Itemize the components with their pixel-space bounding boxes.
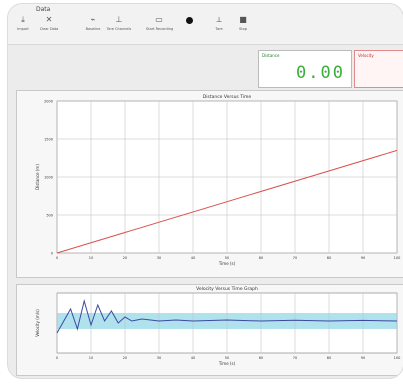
tare-button[interactable]: ⟂ Tare (215, 15, 223, 31)
tare-icon: ⊥ (115, 15, 123, 24)
y-tick-label: 0 (51, 252, 53, 256)
x-tick-label: 20 (123, 256, 127, 260)
x-tick-label: 80 (327, 356, 331, 360)
start-recording-button[interactable]: ▭ Start Recording (146, 15, 174, 31)
series-line (56, 149, 398, 254)
distance-chart[interactable]: 0 10 20 30 40 50 60 70 80 90 1000500100015002000Di… (17, 91, 403, 277)
readouts: Distance 0.00 Velocity (258, 50, 403, 88)
x-tick-label: 0 (56, 256, 58, 260)
tare-small-icon: ⟂ (216, 15, 222, 24)
baseline-icon: ⌁ (90, 15, 96, 24)
x-tick-label: 100 (394, 256, 401, 260)
menu-title[interactable]: Data (36, 6, 51, 13)
x-axis-label: Time (s) (218, 261, 236, 266)
chart-title: Distance Versus Time (203, 94, 252, 100)
y-axis-label: Distance (m) (35, 164, 40, 190)
app-window: Data ⤓ Import ✕ Clear Data ⌁ Baseline ⊥ … (8, 4, 403, 378)
velocity-chart-panel: 0 10 20 30 40 50 60 70 80 90 100 Velocity Versus Ti… (16, 284, 403, 376)
clear-icon: ✕ (45, 15, 53, 24)
clear-data-button[interactable]: ✕ Clear Data (39, 15, 59, 31)
x-tick-label: 30 (157, 256, 161, 260)
stop-button[interactable]: ■ Stop (239, 15, 247, 31)
import-button[interactable]: ⤓ Import (17, 15, 29, 31)
y-tick-label: 500 (46, 214, 53, 218)
chart-title: Velocity Versus Time Graph (196, 286, 258, 292)
import-icon: ⤓ (21, 15, 25, 24)
stop-icon: ■ (239, 15, 247, 24)
record-icon (185, 17, 193, 24)
y-tick-label: 1500 (44, 138, 53, 142)
x-tick-label: 30 (157, 356, 161, 360)
x-tick-label: 60 (259, 256, 263, 260)
x-tick-label: 60 (259, 356, 263, 360)
meter-label: Distance (262, 53, 280, 58)
y-tick-label: 1000 (44, 176, 53, 180)
x-tick-label: 10 (89, 356, 93, 360)
x-tick-label: 20 (123, 356, 127, 360)
x-tick-label: 70 (293, 356, 297, 360)
chart-icon: ▭ (155, 15, 163, 24)
x-tick-label: 90 (361, 256, 365, 260)
series-line (56, 299, 398, 334)
distance-chart-panel: 0 10 20 30 40 50 60 70 80 90 100 0 500 1000 1500 2000 Di… (16, 90, 403, 278)
x-tick-label: 100 (394, 356, 401, 360)
meter-value: 0.00 (296, 63, 345, 83)
distance-meter: Distance 0.00 (258, 50, 352, 88)
velocity-meter: Velocity (354, 50, 403, 88)
x-axis-label: Time (s) (218, 361, 236, 366)
velocity-chart[interactable]: 0 10 20 30 40 50 60 70 80 90 100 Velocity Versus Ti… (17, 285, 403, 375)
x-tick-label: 80 (327, 256, 331, 260)
y-tick-label: 2000 (44, 100, 53, 104)
toolbar: Data ⤓ Import ✕ Clear Data ⌁ Baseline ⊥ … (8, 4, 403, 45)
record-button[interactable] (176, 15, 202, 39)
x-tick-label: 0 (56, 356, 58, 360)
y-axis-label: Velocity (m/s) (35, 309, 40, 337)
meter-label: Velocity (358, 53, 374, 58)
tare-channels-button[interactable]: ⊥ Tare Channels (106, 15, 132, 31)
x-tick-label: 70 (293, 256, 297, 260)
x-tick-label: 40 (191, 256, 195, 260)
baseline-button[interactable]: ⌁ Baseline (85, 15, 101, 31)
x-tick-label: 50 (225, 256, 229, 260)
x-tick-label: 40 (191, 356, 195, 360)
x-tick-label: 90 (361, 356, 365, 360)
x-tick-label: 10 (89, 256, 93, 260)
x-tick-label: 50 (225, 356, 229, 360)
